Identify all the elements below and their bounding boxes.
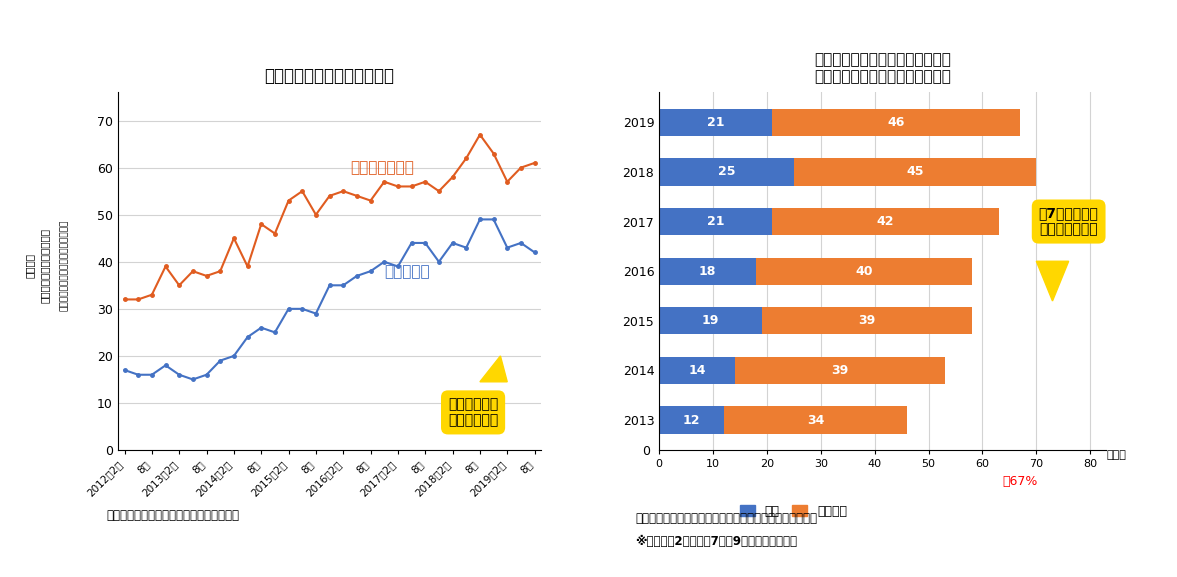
Text: 人手不足感が
強まっている: 人手不足感が 強まっている bbox=[448, 398, 498, 428]
Text: 18: 18 bbox=[699, 265, 717, 278]
Bar bbox=[734, 357, 945, 384]
Bar bbox=[659, 406, 724, 434]
Text: （％）: （％） bbox=[1106, 450, 1126, 460]
Text: 出典：厚生労働省『労働力経済動向調査』: 出典：厚生労働省『労働力経済動向調査』 bbox=[106, 509, 239, 522]
Text: 21: 21 bbox=[707, 215, 725, 228]
Text: 39: 39 bbox=[858, 314, 876, 327]
Bar bbox=[772, 108, 1020, 136]
Bar bbox=[659, 307, 762, 335]
Text: 「不足」する事業所の割合: 「不足」する事業所の割合 bbox=[40, 228, 49, 303]
Text: 19: 19 bbox=[701, 314, 719, 327]
Bar bbox=[793, 158, 1036, 186]
Text: 21: 21 bbox=[707, 116, 725, 129]
Bar bbox=[659, 208, 772, 235]
Text: 45: 45 bbox=[906, 166, 924, 178]
Bar bbox=[659, 257, 756, 285]
Text: （「一過剰」な事業所の割合（％））: （「一過剰」な事業所の割合（％）） bbox=[60, 220, 69, 311]
Text: 託67%: 託67% bbox=[1003, 475, 1038, 488]
Text: 40: 40 bbox=[856, 265, 872, 278]
Legend: 不足, やや不足: 不足, やや不足 bbox=[734, 500, 852, 523]
Bar bbox=[756, 257, 972, 285]
Title: ＜トラックドライバーが不足して
　いると感じている企業の割合＞: ＜トラックドライバーが不足して いると感じている企業の割合＞ bbox=[814, 52, 951, 84]
Text: 出典：全日本トラック協会『トラック運送業界の景況感』: 出典：全日本トラック協会『トラック運送業界の景況感』 bbox=[636, 512, 818, 525]
Text: 12: 12 bbox=[683, 414, 700, 426]
Bar bbox=[724, 406, 907, 434]
Polygon shape bbox=[480, 356, 507, 382]
Text: 労働者が: 労働者が bbox=[25, 253, 34, 278]
Text: 約7割の企業が
ドライバー不足: 約7割の企業が ドライバー不足 bbox=[1039, 207, 1098, 237]
Text: 34: 34 bbox=[806, 414, 824, 426]
Text: 39: 39 bbox=[831, 364, 849, 377]
Text: 14: 14 bbox=[689, 364, 705, 377]
Text: 46: 46 bbox=[887, 116, 905, 129]
Text: 25: 25 bbox=[718, 166, 736, 178]
Text: 42: 42 bbox=[877, 215, 895, 228]
Bar bbox=[762, 307, 972, 335]
Text: ※各年の第2四半期（7月～9月）の数値を排載: ※各年の第2四半期（7月～9月）の数値を排載 bbox=[636, 535, 798, 548]
Text: 運輸業・郵便業: 運輸業・郵便業 bbox=[350, 160, 414, 175]
Text: 調査産業計: 調査産業計 bbox=[384, 264, 430, 279]
Polygon shape bbox=[1036, 261, 1069, 301]
Text: 0: 0 bbox=[641, 445, 650, 458]
Bar bbox=[772, 208, 998, 235]
Bar bbox=[659, 108, 772, 136]
Bar bbox=[659, 158, 793, 186]
Title: ＜常用労働者の過不足状況＞: ＜常用労働者の過不足状況＞ bbox=[265, 67, 394, 85]
Bar bbox=[659, 357, 734, 384]
